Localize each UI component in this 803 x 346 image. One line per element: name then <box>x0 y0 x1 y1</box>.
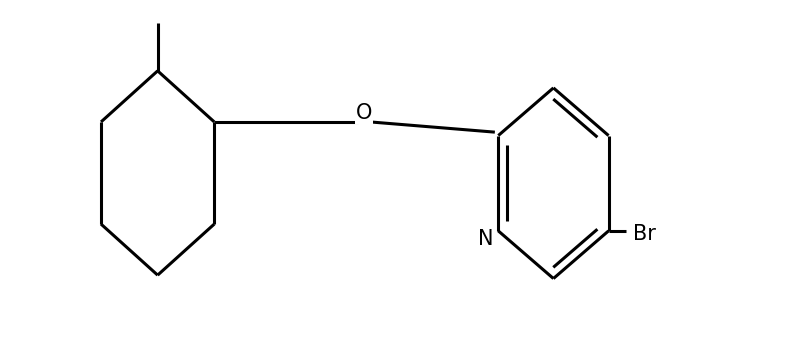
Text: Br: Br <box>632 224 654 244</box>
Text: N: N <box>478 229 493 249</box>
Text: O: O <box>356 103 372 124</box>
